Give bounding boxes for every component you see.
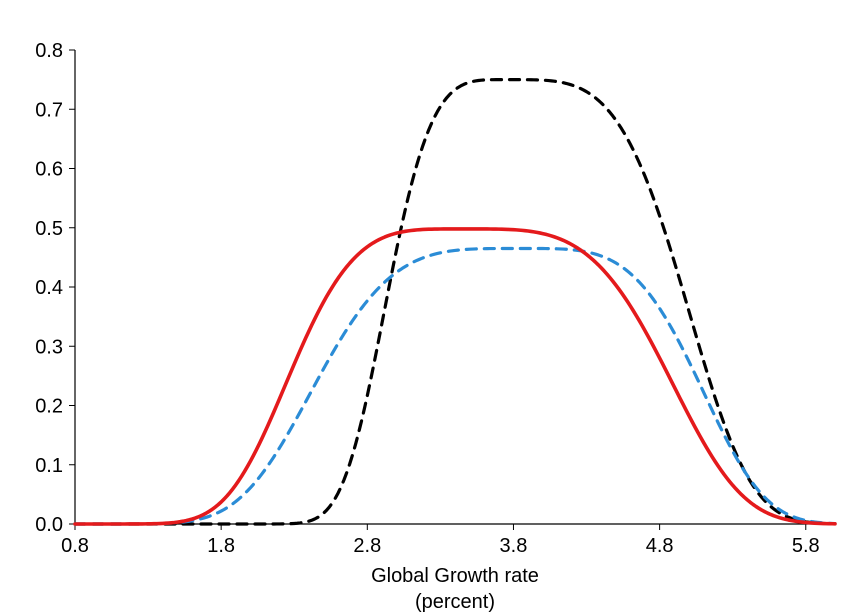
ytick-label: 0.3: [35, 336, 63, 358]
density-chart: 0.0 0.1 0.2 0.3 0.4 0.5 0.6 0.7 0.8 0.8 1.8 2.8 3.8 4…: [0, 0, 855, 614]
xtick-label: 0.8: [61, 535, 89, 557]
ytick-label: 0.1: [35, 455, 63, 477]
ytick-label: 0.8: [35, 40, 63, 62]
xtick-label: 3.8: [500, 535, 528, 557]
x-axis-label-2: (percent): [415, 591, 495, 613]
ytick-label: 0.7: [35, 99, 63, 121]
chart-svg: 0.0 0.1 0.2 0.3 0.4 0.5 0.6 0.7 0.8 0.8 1.8 2.8 3.8 4…: [0, 0, 855, 614]
plot-bg: [0, 0, 855, 614]
xtick-label: 4.8: [646, 535, 674, 557]
xtick-label: 1.8: [207, 535, 235, 557]
xtick-label: 5.8: [792, 535, 820, 557]
ytick-label: 0.4: [35, 277, 63, 299]
ytick-label: 0.0: [35, 514, 63, 536]
x-axis-label-1: Global Growth rate: [371, 565, 539, 587]
ytick-label: 0.2: [35, 396, 63, 418]
xtick-label: 2.8: [353, 535, 381, 557]
ytick-label: 0.5: [35, 218, 63, 240]
ytick-label: 0.6: [35, 159, 63, 181]
